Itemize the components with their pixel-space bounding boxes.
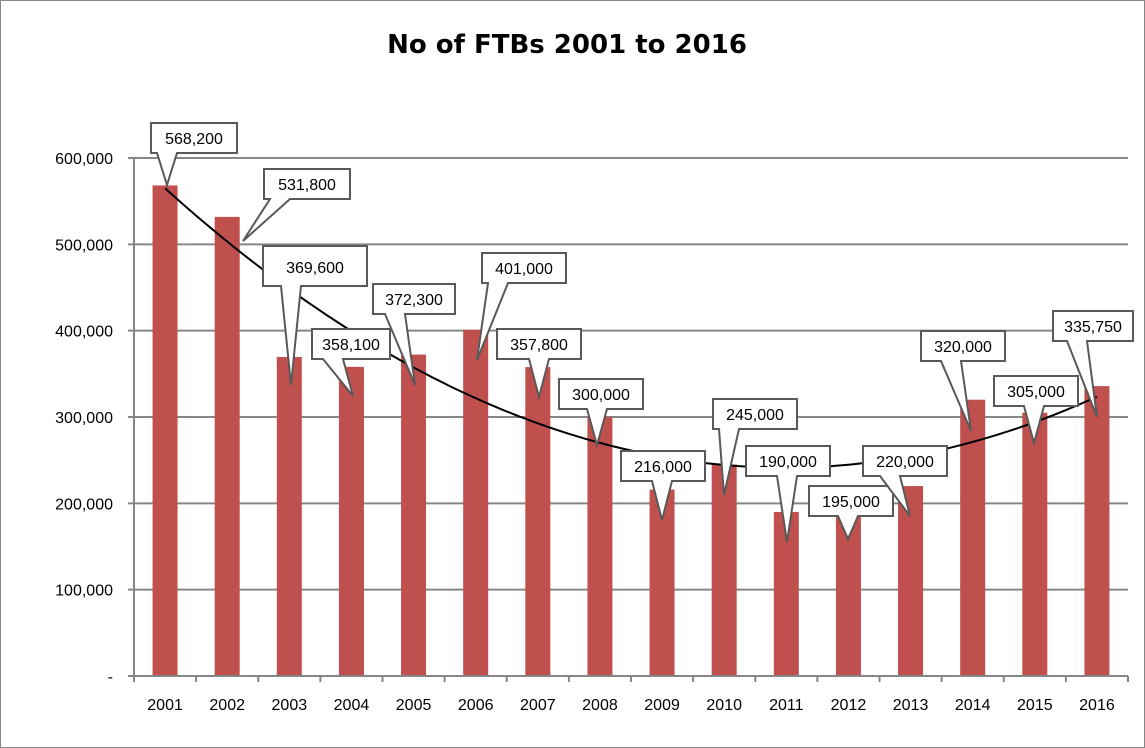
data-label: 195,000 [822, 494, 880, 511]
callout-2003: 369,600 [262, 245, 368, 386]
y-tick-label: - [108, 669, 113, 686]
x-tick-label: 2001 [147, 697, 183, 714]
callout-shape [558, 378, 644, 449]
x-tick-label: 2004 [334, 697, 370, 714]
bar-2010 [711, 464, 737, 676]
callout-shape [862, 445, 948, 517]
y-axis-tick-labels: - 100,000 200,000 300,000 400,000 500,000 600,… [55, 151, 113, 686]
trendline [164, 187, 1098, 469]
data-label-callouts: 568,200 531,800 369,600 358,100 372,300 401,0… [150, 122, 1134, 543]
x-tick-label: 2002 [209, 697, 245, 714]
callout-shape [262, 245, 368, 386]
callout-2004: 358,100 [311, 328, 391, 397]
callout-shape [372, 283, 456, 386]
bar-2007 [525, 367, 551, 676]
bar-2016 [1084, 386, 1110, 676]
callout-shape [993, 375, 1079, 447]
x-axis-tick-labels: 2001 2002 2003 2004 2005 2006 2007 2008 2009 2010… [147, 697, 1115, 714]
data-label: 220,000 [876, 454, 934, 471]
y-tick-label: 600,000 [55, 151, 113, 168]
callout-shape [920, 330, 1006, 432]
data-label: 335,750 [1064, 319, 1122, 336]
y-tick-label: 100,000 [55, 583, 113, 600]
callout-shape [496, 328, 582, 401]
x-tick-label: 2007 [520, 697, 556, 714]
callout-shape [150, 122, 238, 189]
x-tick-label: 2013 [893, 697, 929, 714]
bar-2014 [960, 399, 986, 676]
x-tick-label: 2006 [458, 697, 494, 714]
bar-2004 [338, 366, 364, 676]
bars [152, 185, 1110, 677]
y-tick-label: 400,000 [55, 324, 113, 341]
data-label: 358,100 [322, 337, 380, 354]
callout-shape [311, 328, 391, 397]
callout-2005: 372,300 [372, 283, 456, 386]
y-tick-label: 200,000 [55, 496, 113, 513]
data-label: 401,000 [495, 261, 553, 278]
bar-2002 [214, 216, 240, 676]
data-label: 531,800 [278, 177, 336, 194]
bar-2008 [587, 417, 613, 676]
axes [128, 158, 1129, 682]
callout-2011: 190,000 [745, 445, 831, 543]
bar-2003 [276, 356, 302, 676]
callout-shape [620, 450, 706, 521]
callout-2008: 300,000 [558, 378, 644, 449]
callout-shape [476, 252, 567, 361]
data-label: 357,800 [510, 337, 568, 354]
data-label: 245,000 [726, 407, 784, 424]
x-tick-label: 2012 [831, 697, 867, 714]
callout-2009: 216,000 [620, 450, 706, 521]
callout-2015: 305,000 [993, 375, 1079, 447]
callout-2001: 568,200 [150, 122, 238, 189]
x-tick-label: 2008 [582, 697, 618, 714]
callout-2010: 245,000 [712, 398, 798, 496]
callout-2016: 335,750 [1052, 310, 1134, 418]
data-label: 369,600 [286, 260, 344, 277]
callout-2012: 195,000 [808, 485, 894, 542]
bar-2013 [898, 486, 924, 676]
x-tick-label: 2005 [396, 697, 432, 714]
x-tick-label: 2009 [644, 697, 680, 714]
x-tick-label: 2003 [272, 697, 308, 714]
callout-2013: 220,000 [862, 445, 948, 517]
bar-2005 [401, 354, 427, 676]
callout-2007: 357,800 [496, 328, 582, 401]
x-tick-label: 2011 [769, 697, 804, 714]
callout-2006: 401,000 [476, 252, 567, 361]
callout-shape [242, 168, 351, 242]
callout-shape [745, 445, 831, 543]
data-label: 568,200 [165, 131, 223, 148]
data-label: 372,300 [385, 292, 443, 309]
y-tick-label: 500,000 [55, 237, 113, 254]
callout-shape [1052, 310, 1134, 418]
callout-2002: 531,800 [242, 168, 351, 242]
data-label: 300,000 [572, 387, 630, 404]
callout-shape [712, 398, 798, 496]
bar-2015 [1022, 412, 1048, 676]
bar-2001 [152, 185, 178, 677]
trendline-path [164, 187, 1098, 469]
data-label: 305,000 [1007, 384, 1065, 401]
bar-2006 [463, 329, 489, 676]
bar-2009 [649, 489, 675, 676]
y-tick-label: 300,000 [55, 410, 113, 427]
callout-2014: 320,000 [920, 330, 1006, 432]
data-label: 320,000 [934, 339, 992, 356]
data-label: 216,000 [634, 459, 692, 476]
x-tick-label: 2014 [955, 697, 991, 714]
chart-title: No of FTBs 2001 to 2016 [387, 30, 747, 60]
x-tick-label: 2010 [706, 697, 742, 714]
data-label: 190,000 [759, 454, 817, 471]
x-tick-label: 2016 [1079, 697, 1115, 714]
x-tick-label: 2015 [1017, 697, 1053, 714]
